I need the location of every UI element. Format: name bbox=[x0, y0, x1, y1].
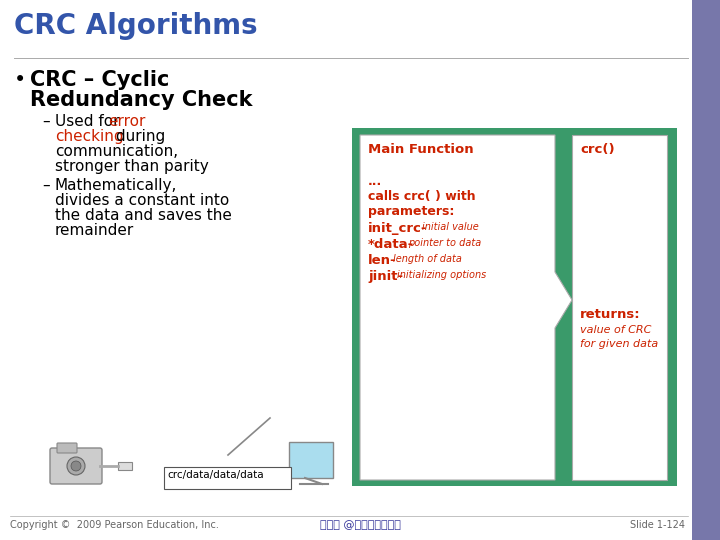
Text: value of CRC: value of CRC bbox=[580, 325, 652, 335]
Text: Main Function: Main Function bbox=[368, 143, 474, 156]
Text: remainder: remainder bbox=[55, 223, 134, 238]
Circle shape bbox=[71, 461, 81, 471]
Text: stronger than parity: stronger than parity bbox=[55, 159, 209, 174]
Text: communication,: communication, bbox=[55, 144, 178, 159]
Text: init_crc-: init_crc- bbox=[368, 222, 428, 235]
Text: Slide 1-124: Slide 1-124 bbox=[630, 520, 685, 530]
Text: –: – bbox=[42, 114, 50, 129]
Text: CRC Algorithms: CRC Algorithms bbox=[14, 12, 258, 40]
Text: Used for: Used for bbox=[55, 114, 125, 129]
FancyBboxPatch shape bbox=[289, 442, 333, 478]
Text: crc/data/data/data: crc/data/data/data bbox=[167, 470, 264, 480]
Text: parameters:: parameters: bbox=[368, 205, 454, 218]
Text: length of data: length of data bbox=[393, 254, 462, 264]
Text: during: during bbox=[111, 129, 166, 144]
Text: checking: checking bbox=[55, 129, 124, 144]
Text: Copyright ©  2009 Pearson Education, Inc.: Copyright © 2009 Pearson Education, Inc. bbox=[10, 520, 219, 530]
Text: initializing options: initializing options bbox=[397, 270, 486, 280]
Text: returns:: returns: bbox=[580, 308, 641, 321]
Text: pointer to data: pointer to data bbox=[408, 238, 481, 248]
Text: the data and saves the: the data and saves the bbox=[55, 208, 232, 223]
Text: Redundancy Check: Redundancy Check bbox=[30, 90, 253, 110]
Text: calls crc( ) with: calls crc( ) with bbox=[368, 190, 476, 203]
Text: 蔡文能 @交通大學資工系: 蔡文能 @交通大學資工系 bbox=[320, 520, 400, 530]
Text: Mathematically,: Mathematically, bbox=[55, 178, 177, 193]
Text: divides a constant into: divides a constant into bbox=[55, 193, 229, 208]
Text: –: – bbox=[42, 178, 50, 193]
Text: *data-: *data- bbox=[368, 238, 414, 251]
Text: crc(): crc() bbox=[580, 143, 615, 156]
Polygon shape bbox=[692, 0, 720, 540]
Text: jinit-: jinit- bbox=[368, 270, 403, 283]
FancyBboxPatch shape bbox=[164, 467, 291, 489]
Polygon shape bbox=[572, 135, 667, 480]
Text: ...: ... bbox=[368, 175, 382, 188]
FancyBboxPatch shape bbox=[118, 462, 132, 470]
FancyBboxPatch shape bbox=[50, 448, 102, 484]
Text: •: • bbox=[14, 70, 26, 90]
Text: error: error bbox=[108, 114, 145, 129]
Polygon shape bbox=[360, 135, 572, 480]
Text: CRC – Cyclic: CRC – Cyclic bbox=[30, 70, 169, 90]
FancyBboxPatch shape bbox=[352, 128, 677, 486]
Circle shape bbox=[67, 457, 85, 475]
FancyBboxPatch shape bbox=[57, 443, 77, 453]
Text: for given data: for given data bbox=[580, 339, 658, 349]
Text: initial value: initial value bbox=[422, 222, 479, 232]
Text: len-: len- bbox=[368, 254, 397, 267]
